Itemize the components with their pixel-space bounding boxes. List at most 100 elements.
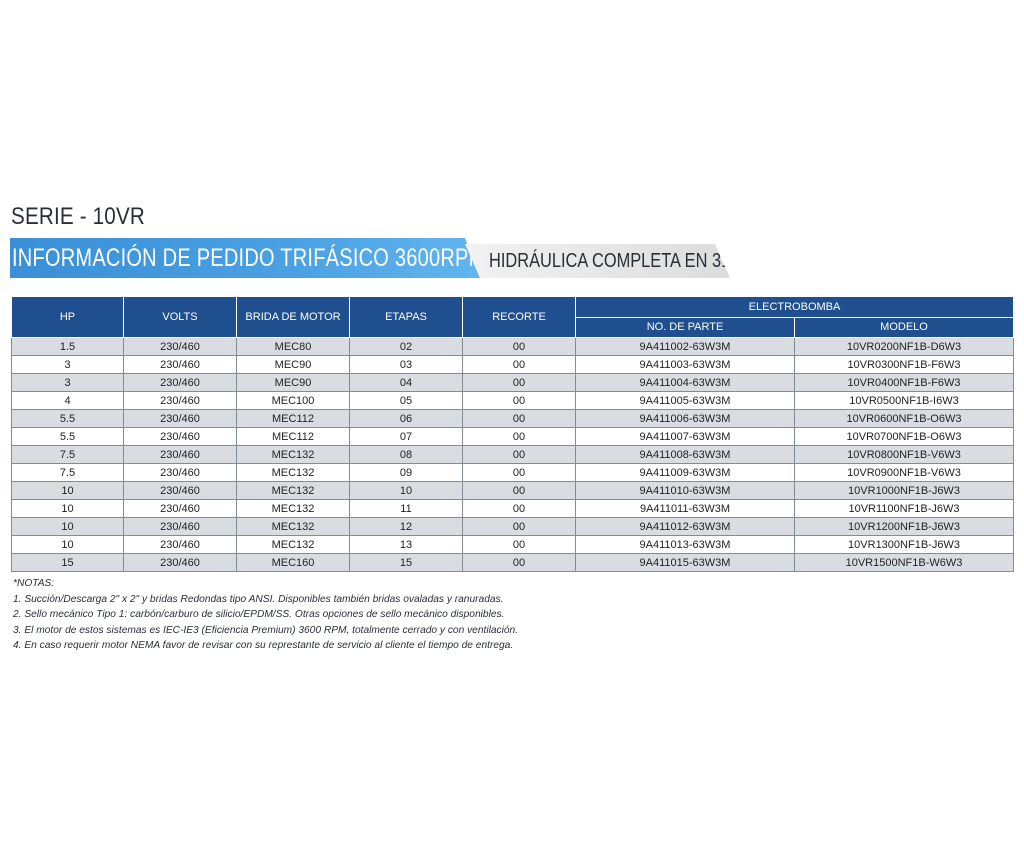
cell-modelo: 10VR1000NF1B-J6W3 [794,481,1014,500]
header-parte: NO. DE PARTE [575,316,795,338]
cell-brida: MEC90 [236,355,350,374]
cell-modelo: 10VR0400NF1B-F6W3 [794,373,1014,392]
cell-recorte: 00 [462,535,576,554]
header-hp: HP [11,296,124,338]
cell-recorte: 00 [462,445,576,464]
cell-brida: MEC132 [236,445,350,464]
cell-modelo: 10VR1500NF1B-W6W3 [794,553,1014,572]
note-1: 1. Succión/Descarga 2" x 2" y bridas Red… [13,593,504,605]
cell-recorte: 00 [462,373,576,392]
cell-modelo: 10VR0200NF1B-D6W3 [794,337,1014,356]
cell-volts: 230/460 [123,445,237,464]
cell-hp: 15 [11,553,124,572]
cell-hp: 5.5 [11,427,124,446]
cell-brida: MEC80 [236,337,350,356]
cell-hp: 4 [11,391,124,410]
order-info-title: INFORMACIÓN DE PEDIDO TRIFÁSICO 3600RPM [12,244,486,272]
cell-recorte: 00 [462,517,576,536]
cell-brida: MEC132 [236,517,350,536]
cell-recorte: 00 [462,355,576,374]
cell-brida: MEC112 [236,409,350,428]
cell-parte: 9A411007-63W3M [575,427,795,446]
cell-volts: 230/460 [123,499,237,518]
cell-etapas: 11 [349,499,463,518]
notes-heading: *NOTAS: [13,578,55,589]
cell-hp: 10 [11,481,124,500]
cell-modelo: 10VR0300NF1B-F6W3 [794,355,1014,374]
table-row: 3 230/460 MEC90 04 00 9A411004-63W3M 10VR0400N… [11,373,1014,392]
cell-volts: 230/460 [123,337,237,356]
cell-parte: 9A411003-63W3M [575,355,795,374]
cell-parte: 9A411008-63W3M [575,445,795,464]
cell-modelo: 10VR1300NF1B-J6W3 [794,535,1014,554]
cell-recorte: 00 [462,391,576,410]
cell-hp: 5.5 [11,409,124,428]
header-electrobomba: ELECTROBOMBA [575,296,1014,318]
note-3: 3. El motor de estos sistemas es IEC-IE3… [13,624,519,636]
cell-volts: 230/460 [123,517,237,536]
cell-brida: MEC160 [236,553,350,572]
table-row: 10 230/460 MEC132 13 00 9A411013-63W3M 10VR130… [11,535,1014,554]
cell-hp: 7.5 [11,463,124,482]
cell-recorte: 00 [462,427,576,446]
cell-modelo: 10VR0600NF1B-O6W3 [794,409,1014,428]
series-title: SERIE - 10VR [11,203,145,230]
cell-recorte: 00 [462,553,576,572]
cell-parte: 9A411013-63W3M [575,535,795,554]
cell-recorte: 00 [462,409,576,428]
table-row: 10 230/460 MEC132 11 00 9A411011-63W3M 10VR110… [11,499,1014,518]
hydraulic-banner: HIDRÁULICA COMPLETA EN 316SS [465,244,730,278]
cell-etapas: 09 [349,463,463,482]
cell-volts: 230/460 [123,427,237,446]
header-etapas: ETAPAS [349,296,463,338]
cell-volts: 230/460 [123,553,237,572]
cell-brida: MEC100 [236,391,350,410]
cell-recorte: 00 [462,463,576,482]
cell-hp: 10 [11,499,124,518]
table-row: 1.5 230/460 MEC80 02 00 9A411002-63W3M 10VR020… [11,337,1014,356]
cell-parte: 9A411005-63W3M [575,391,795,410]
cell-hp: 10 [11,517,124,536]
cell-modelo: 10VR0800NF1B-V6W3 [794,445,1014,464]
cell-volts: 230/460 [123,463,237,482]
header-modelo: MODELO [794,316,1014,338]
cell-etapas: 02 [349,337,463,356]
cell-volts: 230/460 [123,355,237,374]
cell-recorte: 00 [462,481,576,500]
cell-parte: 9A411004-63W3M [575,373,795,392]
table-row: 7.5 230/460 MEC132 08 00 9A411008-63W3M 10VR08… [11,445,1014,464]
cell-etapas: 13 [349,535,463,554]
cell-hp: 1.5 [11,337,124,356]
order-table: HP VOLTS BRIDA DE MOTOR ETAPAS RECORTE E… [11,296,1014,572]
cell-brida: MEC132 [236,463,350,482]
cell-etapas: 05 [349,391,463,410]
cell-brida: MEC132 [236,535,350,554]
cell-hp: 10 [11,535,124,554]
cell-modelo: 10VR1200NF1B-J6W3 [794,517,1014,536]
cell-etapas: 03 [349,355,463,374]
cell-parte: 9A411002-63W3M [575,337,795,356]
cell-etapas: 12 [349,517,463,536]
order-info-banner: INFORMACIÓN DE PEDIDO TRIFÁSICO 3600RPM [10,238,480,278]
cell-parte: 9A411015-63W3M [575,553,795,572]
cell-brida: MEC90 [236,373,350,392]
cell-brida: MEC132 [236,481,350,500]
cell-etapas: 08 [349,445,463,464]
cell-brida: MEC132 [236,499,350,518]
table-row: 4 230/460 MEC100 05 00 9A411005-63W3M 10VR0500… [11,391,1014,410]
header-recorte: RECORTE [462,296,576,338]
cell-etapas: 15 [349,553,463,572]
notes-block: *NOTAS: 1. Succión/Descarga 2" x 2" y br… [13,576,518,654]
note-4: 4. En caso requerir motor NEMA favor de … [13,640,514,651]
table-row: 10 230/460 MEC132 12 00 9A411012-63W3M 10VR120… [11,517,1014,536]
cell-recorte: 00 [462,337,576,356]
cell-hp: 3 [11,373,124,392]
cell-volts: 230/460 [123,481,237,500]
table-row: 7.5 230/460 MEC132 09 00 9A411009-63W3M 10VR09… [11,463,1014,482]
cell-modelo: 10VR0900NF1B-V6W3 [794,463,1014,482]
cell-etapas: 07 [349,427,463,446]
cell-volts: 230/460 [123,409,237,428]
cell-brida: MEC112 [236,427,350,446]
cell-parte: 9A411006-63W3M [575,409,795,428]
cell-modelo: 10VR0500NF1B-I6W3 [794,391,1014,410]
